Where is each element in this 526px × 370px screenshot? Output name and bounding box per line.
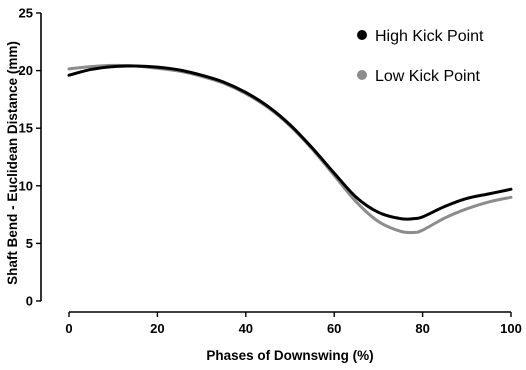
legend-marker-high-kick-point	[357, 30, 367, 40]
x-tick-label: 60	[327, 321, 341, 336]
series-line-high-kick-point	[67, 64, 513, 221]
x-tick-label: 100	[500, 321, 522, 336]
x-tick-label: 40	[239, 321, 253, 336]
legend-label-low-kick-point: Low Kick Point	[375, 68, 480, 85]
y-tick-label: 15	[19, 121, 33, 136]
legend-label-high-kick-point: High Kick Point	[375, 28, 484, 45]
y-tick-label: 20	[19, 63, 33, 78]
legend: High Kick Point Low Kick Point	[357, 28, 484, 85]
y-tick-label: 0	[26, 294, 33, 309]
x-tick-label: 20	[150, 321, 164, 336]
x-tick-label: 80	[415, 321, 429, 336]
y-tick-label: 5	[26, 236, 33, 251]
x-axis-title: Phases of Downswing (%)	[206, 348, 373, 363]
legend-marker-low-kick-point	[357, 70, 367, 80]
y-tick-label: 10	[19, 178, 33, 193]
x-tick-label: 0	[65, 321, 72, 336]
y-axis-title: Shaft Bend - Euclidean Distance (mm)	[5, 41, 20, 285]
series-layer	[67, 63, 513, 235]
y-axis-ticks: 0 5 10 15 20 25	[19, 6, 41, 309]
y-tick-label: 25	[19, 6, 33, 21]
x-axis-ticks: 0 20 40 60 80 100	[65, 312, 522, 336]
